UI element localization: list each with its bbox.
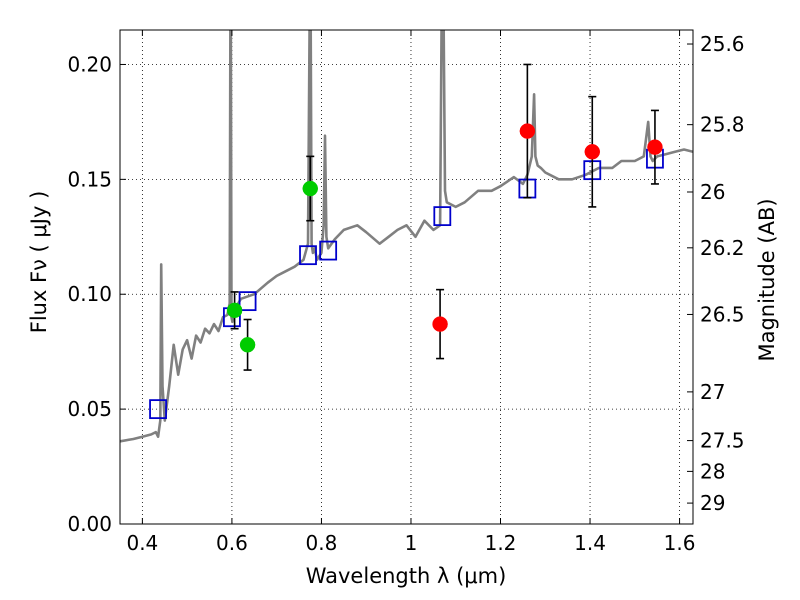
y-axis-label: Flux Fν ( μJy ) xyxy=(27,191,51,334)
y2-tick-label: 26.2 xyxy=(700,236,745,260)
y-tick-label: 0.00 xyxy=(67,512,112,536)
spectrum-layer xyxy=(120,30,693,443)
x-tick-label: 1.4 xyxy=(574,531,606,555)
y2-tick-label: 28 xyxy=(700,459,725,483)
plot-background xyxy=(120,30,693,524)
y-axis-ticks: 0.00 0.05 0.10 0.15 0.20 xyxy=(67,52,126,536)
x-tick-label: 1 xyxy=(405,531,418,555)
y2-tick-label: 26 xyxy=(700,180,725,204)
model-square-marker xyxy=(433,206,452,227)
green-detection-point xyxy=(239,337,256,353)
spectrum-line xyxy=(120,30,693,443)
y2-tick-label: 27.5 xyxy=(700,429,745,453)
red-detection-point xyxy=(432,316,448,332)
y2-tick-label: 26.5 xyxy=(700,302,745,326)
model-square-marker xyxy=(238,291,257,312)
y2-tick-label: 25.8 xyxy=(700,113,745,137)
y2-tick-label: 27 xyxy=(700,380,725,404)
model-square-marker xyxy=(149,399,167,420)
x-tick-label: 1.2 xyxy=(485,531,517,555)
y2-tick-label: 25.6 xyxy=(700,32,745,56)
green-detection-point xyxy=(302,180,319,197)
x-axis-ticks: 0.4 0.6 0.8 1 1.2 1.4 1.6 xyxy=(126,30,695,555)
y-tick-label: 0.10 xyxy=(67,282,112,306)
x-tick-label: 0.8 xyxy=(306,531,338,555)
model-square-marker xyxy=(299,245,317,266)
x-axis-label: Wavelength λ (μm) xyxy=(306,564,507,588)
red-detection-point xyxy=(647,139,663,155)
y-tick-label: 0.20 xyxy=(67,52,112,76)
red-detection-point xyxy=(519,123,536,139)
y2-axis-label: Magnitude (AB) xyxy=(755,198,779,361)
y2-tick-label: 29 xyxy=(700,491,725,515)
x-tick-label: 0.4 xyxy=(126,531,158,555)
y2-axis-ticks: 25.6 25.8 26 26.2 26.5 27 27.5 28 29 xyxy=(687,32,745,515)
plot-area xyxy=(119,29,694,525)
green-detection-point xyxy=(226,302,243,319)
marker-layer xyxy=(149,63,664,420)
plot-frame xyxy=(119,29,694,525)
x-tick-label: 0.6 xyxy=(216,531,248,555)
model-square-marker xyxy=(319,240,338,261)
red-detection-point xyxy=(584,144,601,160)
y-tick-label: 0.05 xyxy=(67,397,112,421)
x-tick-label: 1.6 xyxy=(664,531,696,555)
y-tick-label: 0.15 xyxy=(67,167,112,191)
